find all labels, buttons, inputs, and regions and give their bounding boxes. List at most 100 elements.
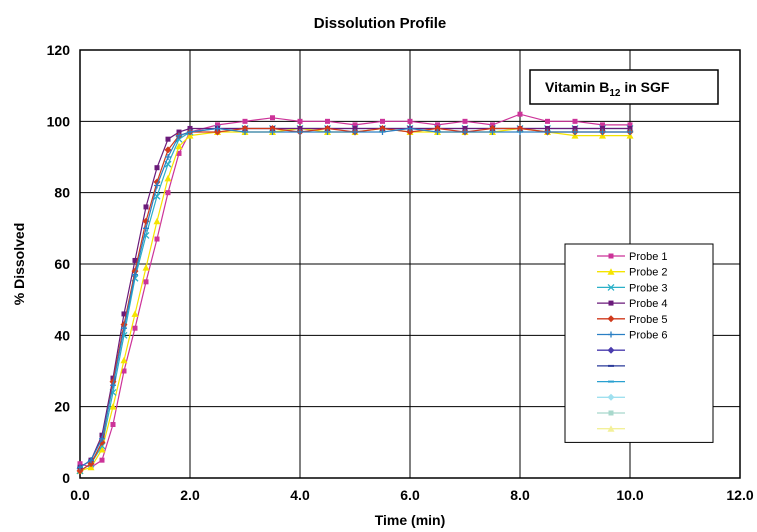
data-point — [154, 165, 160, 171]
plot-area — [79, 49, 741, 479]
annotation-subscript: 12 — [609, 88, 621, 99]
data-point — [214, 128, 221, 136]
data-point — [379, 124, 386, 132]
data-point — [269, 129, 276, 136]
y-tick-label: 40 — [54, 327, 70, 343]
data-point — [517, 129, 523, 136]
annotation-box: Vitamin B12 in SGF — [529, 69, 719, 105]
legend-swatch-marker — [608, 331, 614, 338]
data-point — [324, 124, 331, 132]
y-tick-label: 0 — [62, 470, 70, 486]
legend-swatch-marker — [607, 283, 615, 291]
data-point — [545, 118, 550, 124]
data-point — [175, 142, 183, 150]
data-point — [242, 129, 248, 136]
legend-item: Probe 1 — [597, 251, 668, 263]
data-point — [241, 124, 249, 132]
y-tick-label: 80 — [54, 185, 70, 201]
data-point — [76, 467, 84, 475]
data-point — [572, 118, 578, 124]
data-point — [352, 122, 358, 128]
x-tick-label: 12.0 — [726, 487, 753, 503]
data-point — [165, 154, 171, 160]
legend-item: Probe 3 — [597, 282, 668, 294]
data-point — [175, 135, 183, 143]
data-point — [297, 125, 303, 131]
data-point — [627, 122, 633, 128]
data-point — [435, 122, 440, 128]
chart-title: Dissolution Profile — [314, 15, 447, 32]
data-point — [379, 129, 386, 136]
legend-item — [597, 425, 625, 432]
data-point — [490, 122, 495, 128]
data-point — [599, 129, 606, 136]
legend-label: Probe 5 — [629, 314, 668, 326]
data-point — [77, 464, 83, 471]
legend-label: Probe 3 — [629, 282, 668, 294]
legend-swatch-marker — [608, 253, 614, 259]
data-point — [407, 125, 413, 132]
legend-swatch-marker — [607, 268, 615, 275]
data-point — [110, 382, 116, 389]
y-axis-label: % Dissolved — [11, 223, 27, 305]
data-point — [462, 118, 468, 124]
annotation-frame — [529, 69, 719, 105]
legend-swatch-marker — [607, 425, 615, 432]
data-point — [572, 129, 578, 136]
data-point — [121, 311, 127, 317]
data-point — [110, 375, 116, 381]
data-point — [110, 422, 116, 427]
data-point — [297, 129, 303, 136]
data-point — [165, 190, 171, 196]
series-6 — [77, 125, 633, 471]
annotation-text: Vitamin B12 in SGF — [545, 79, 670, 99]
legend-label: Probe 1 — [629, 251, 668, 263]
data-point — [154, 236, 160, 242]
data-point — [600, 125, 605, 131]
axis-ticks: 0.0 2.0 4.0 6.0 8.0 10.0 12.0 0 20 40 60 80 100 120 — [47, 42, 754, 503]
data-point — [88, 457, 94, 464]
legend-frame — [564, 243, 714, 443]
annotation-tail: in SGF — [620, 79, 669, 95]
data-point — [270, 115, 275, 121]
data-point — [462, 125, 468, 131]
x-tick-label: 8.0 — [510, 487, 530, 503]
data-point — [109, 378, 117, 386]
legend-item — [597, 346, 625, 354]
legend-item: Probe 5 — [597, 314, 668, 326]
series-line — [79, 127, 630, 472]
data-point — [242, 118, 248, 124]
x-tick-label: 10.0 — [616, 487, 643, 503]
legend-swatch-marker — [607, 315, 615, 323]
data-point — [545, 125, 550, 131]
legend-label: Probe 6 — [629, 330, 668, 342]
series-4 — [77, 125, 633, 470]
data-point — [98, 438, 106, 446]
data-point — [109, 403, 117, 410]
legend-label: Probe 2 — [629, 267, 668, 279]
data-point — [600, 122, 605, 128]
data-point — [516, 124, 524, 132]
data-point — [627, 129, 633, 136]
annotation-main: Vitamin B — [545, 79, 609, 95]
data-point — [143, 204, 149, 210]
data-point — [407, 118, 413, 124]
data-point — [352, 125, 358, 131]
series-layer — [76, 111, 634, 475]
legend-swatch-marker — [608, 410, 614, 416]
data-point — [462, 129, 468, 136]
data-point — [154, 182, 160, 189]
legend-swatch-marker — [608, 300, 614, 306]
data-point — [380, 118, 385, 124]
data-point — [142, 264, 150, 271]
x-tick-label: 4.0 — [290, 487, 310, 503]
data-point — [489, 129, 496, 136]
data-point — [143, 279, 149, 285]
data-point — [214, 125, 221, 132]
data-point — [132, 325, 138, 331]
data-point — [434, 124, 441, 132]
series-1 — [77, 111, 633, 470]
legend-swatch-marker — [607, 393, 615, 401]
data-point — [153, 217, 161, 225]
data-point — [176, 129, 182, 135]
